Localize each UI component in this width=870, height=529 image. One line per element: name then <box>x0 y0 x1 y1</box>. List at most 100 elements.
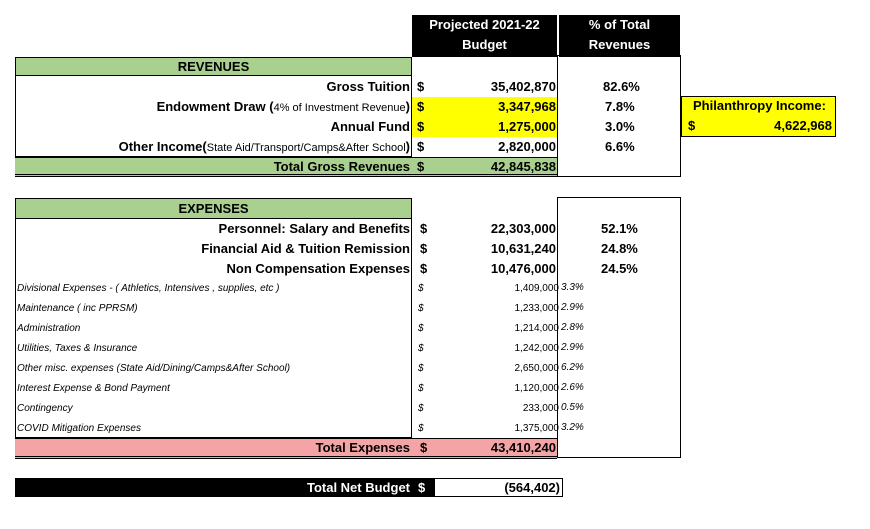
philanthropy-box <box>681 96 836 137</box>
expense-sub-value: 233,000 <box>522 403 559 414</box>
revenue-dollar-sign: $ <box>417 119 425 134</box>
budget-column-header-line2: Budget <box>462 37 507 52</box>
revenue-label-end: ) <box>405 99 410 114</box>
revenue-label-text: Other Income( <box>118 139 207 154</box>
expense-sub-dollar: $ <box>418 303 424 314</box>
expense-sub-pct: 2.9% <box>561 302 584 313</box>
pct-column-header-line1: % of Total <box>588 17 651 32</box>
expense-sub-rows: Divisional Expenses - ( Athletics, Inten… <box>0 279 870 439</box>
revenue-row-label: Annual Fund <box>15 117 410 137</box>
endowment-highlight <box>412 97 557 117</box>
revenue-label-text: Gross Tuition <box>326 79 410 94</box>
revenue-row-label: Gross Tuition <box>15 77 410 97</box>
revenue-pct: 7.8% <box>605 99 635 114</box>
revenues-section-header: REVENUES <box>15 57 412 76</box>
revenue-pct: 3.0% <box>605 119 635 134</box>
expense-pct: 24.5% <box>601 261 638 276</box>
expense-dollar-sign: $ <box>420 241 428 256</box>
revenue-dollar-sign: $ <box>417 79 425 94</box>
revenue-label-text: Annual Fund <box>330 119 410 134</box>
expense-sub-pct: 2.9% <box>561 342 584 353</box>
total-expenses-label: Total Expenses <box>315 440 410 455</box>
expense-dollar-sign: $ <box>420 261 428 276</box>
expense-sub-pct: 3.2% <box>561 422 584 433</box>
philanthropy-label: Philanthropy Income: <box>693 98 826 113</box>
revenue-rows: Gross Tuition $ 35,402,870 82.6% Endowme… <box>0 77 870 157</box>
expense-sub-value: 1,214,000 <box>514 323 560 334</box>
total-revenues-row <box>15 157 557 177</box>
expense-sub-pct: 2.8% <box>561 322 584 333</box>
total-expenses-row <box>15 438 557 459</box>
philanthropy-dollar: $ <box>688 118 696 133</box>
expense-sub-value: 1,409,000 <box>514 283 560 294</box>
expense-sub-label: Administration <box>17 323 81 334</box>
expense-value: 22,303,000 <box>490 221 556 236</box>
pct-column-header: % of Total Revenues <box>559 15 680 57</box>
revenue-pct: 82.6% <box>603 79 640 94</box>
expense-sub-value: 1,375,000 <box>514 423 560 434</box>
expense-sub-dollar: $ <box>418 343 424 354</box>
expenses-section-header: EXPENSES <box>15 198 412 219</box>
net-budget-value-cell <box>434 478 563 497</box>
net-budget-row <box>15 478 563 497</box>
expense-sub-dollar: $ <box>418 423 424 434</box>
pct-column-header-line2: Revenues <box>588 37 651 52</box>
annual-fund-highlight <box>412 117 557 137</box>
expense-sub-label: Interest Expense & Bond Payment <box>17 383 170 394</box>
expense-sub-dollar: $ <box>418 283 424 294</box>
total-revenues-label: Total Gross Revenues <box>273 159 410 174</box>
expense-sub-pct: 0.5% <box>561 402 584 413</box>
expense-row-label: Personnel: Salary and Benefits <box>218 221 410 236</box>
budget-column-header: Projected 2021-22 Budget <box>412 15 557 57</box>
expense-sub-value: 1,233,000 <box>514 303 560 314</box>
philanthropy-value: 4,622,968 <box>774 118 832 133</box>
budget-column-header-line1: Projected 2021-22 <box>429 17 540 32</box>
net-budget-label: Total Net Budget <box>306 480 410 495</box>
revenue-dollar-sign: $ <box>417 99 425 114</box>
total-expenses-dollar: $ <box>420 440 428 455</box>
total-expenses-value: 43,410,240 <box>490 440 556 455</box>
net-budget-dollar: $ <box>418 480 426 495</box>
expense-sub-pct: 3.3% <box>561 282 584 293</box>
expenses-label-box <box>15 219 412 438</box>
expense-sub-dollar: $ <box>418 383 424 394</box>
revenues-label-box <box>15 76 412 157</box>
revenue-value: 2,820,000 <box>498 139 556 154</box>
expense-sub-label: Divisional Expenses - ( Athletics, Inten… <box>17 283 280 294</box>
expense-sub-label: Contingency <box>17 403 73 414</box>
net-budget-value: (564,402) <box>504 480 560 495</box>
expense-sub-value: 2,650,000 <box>514 363 560 374</box>
expense-sub-dollar: $ <box>418 403 424 414</box>
expense-sub-pct: 6.2% <box>561 362 584 373</box>
revenue-value: 3,347,968 <box>498 99 556 114</box>
expense-main-rows: Personnel: Salary and Benefits $ 22,303,… <box>0 219 870 279</box>
revenue-value: 35,402,870 <box>490 79 556 94</box>
expense-sub-label: Other misc. expenses (State Aid/Dining/C… <box>17 363 291 374</box>
total-revenues-dollar: $ <box>417 159 425 174</box>
revenue-label-text: Endowment Draw ( <box>156 99 274 114</box>
revenue-row-label: Other Income(State Aid/Transport/Camps&A… <box>15 137 410 157</box>
revenue-label-note: State Aid/Transport/Camps&After School <box>206 142 406 154</box>
expense-row-label: Non Compensation Expenses <box>226 261 410 276</box>
revenue-pct: 6.6% <box>605 139 635 154</box>
expense-row-label: Financial Aid & Tuition Remission <box>201 241 410 256</box>
total-revenues-value: 42,845,838 <box>490 159 556 174</box>
expense-sub-label: Maintenance ( inc PPRSM) <box>17 303 138 314</box>
expense-sub-label: COVID Mitigation Expenses <box>17 423 141 434</box>
expense-value: 10,631,240 <box>490 241 556 256</box>
expense-sub-dollar: $ <box>418 323 424 334</box>
expense-dollar-sign: $ <box>420 221 428 236</box>
revenues-pct-box <box>557 55 681 177</box>
expense-sub-dollar: $ <box>418 363 424 374</box>
revenue-value: 1,275,000 <box>498 119 556 134</box>
expense-pct: 52.1% <box>601 221 638 236</box>
expense-sub-pct: 2.6% <box>561 382 584 393</box>
expense-pct: 24.8% <box>601 241 638 256</box>
revenue-label-note: 4% of Investment Revenue <box>273 102 406 114</box>
revenue-dollar-sign: $ <box>417 139 425 154</box>
expense-value: 10,476,000 <box>490 261 556 276</box>
expense-sub-value: 1,120,000 <box>514 383 560 394</box>
expenses-pct-box <box>557 197 681 458</box>
expense-sub-value: 1,242,000 <box>514 343 560 354</box>
revenue-row-label: Endowment Draw (4% of Investment Revenue… <box>15 97 410 117</box>
